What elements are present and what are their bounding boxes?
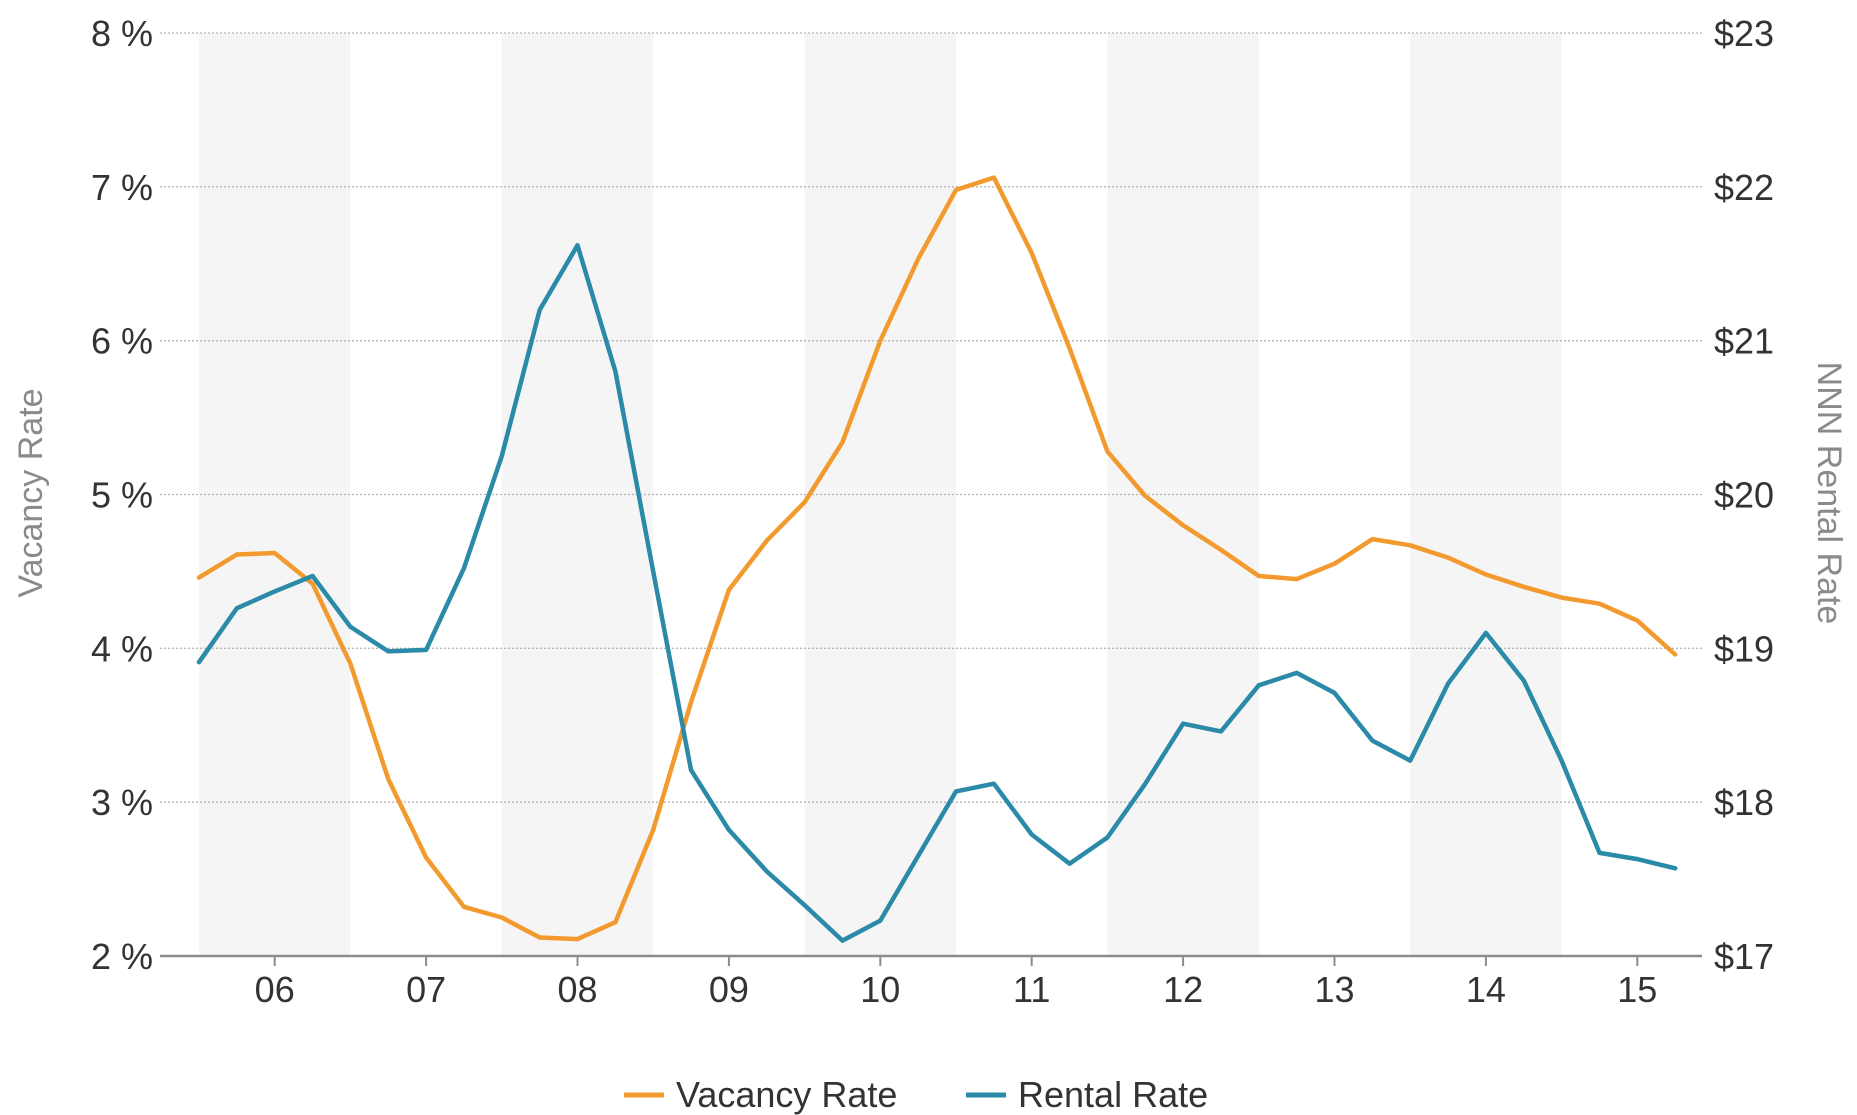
right-axis-title: NNN Rental Rate: [1810, 362, 1848, 625]
right-tick-label: $22: [1714, 167, 1774, 208]
right-tick-label: $19: [1714, 628, 1774, 669]
legend-label-rental-rate: Rental Rate: [1018, 1074, 1208, 1115]
x-tick-label: 14: [1466, 969, 1506, 1010]
x-axis-ticks: 06 07 08 09 10 11 12 13 14 15: [255, 956, 1657, 1010]
right-tick-label: $17: [1714, 936, 1774, 977]
x-tick-label: 07: [406, 969, 446, 1010]
right-tick-label: $23: [1714, 13, 1774, 54]
series-lines: [196, 175, 1678, 943]
x-tick-label: 06: [255, 969, 295, 1010]
left-tick-label: 4 %: [91, 628, 153, 669]
left-axis-ticks: 2 % 3 % 4 % 5 % 6 % 7 % 8 %: [91, 13, 153, 977]
left-tick-label: 5 %: [91, 475, 153, 516]
x-tick-label: 08: [557, 969, 597, 1010]
right-tick-label: $21: [1714, 321, 1774, 362]
left-tick-label: 8 %: [91, 13, 153, 54]
left-tick-label: 3 %: [91, 782, 153, 823]
series-line-rental-rate: [196, 243, 1678, 943]
x-tick-label: 11: [1013, 969, 1050, 1010]
left-tick-label: 2 %: [91, 936, 153, 977]
right-tick-label: $20: [1714, 475, 1774, 516]
series-line-vacancy-rate: [196, 175, 1678, 942]
left-axis-title: Vacancy Rate: [12, 388, 50, 597]
right-tick-label: $18: [1714, 782, 1774, 823]
legend-label-vacancy-rate: Vacancy Rate: [676, 1074, 897, 1115]
x-tick-label: 12: [1163, 969, 1203, 1010]
x-tick-label: 09: [709, 969, 749, 1010]
x-tick-label: 10: [860, 969, 900, 1010]
right-axis-ticks: $17 $18 $19 $20 $21 $22 $23: [1714, 13, 1774, 977]
left-tick-label: 7 %: [91, 167, 153, 208]
legend: Vacancy Rate Rental Rate: [624, 1074, 1208, 1115]
left-tick-label: 6 %: [91, 321, 153, 362]
x-tick-label: 13: [1314, 969, 1354, 1010]
x-tick-label: 15: [1617, 969, 1657, 1010]
